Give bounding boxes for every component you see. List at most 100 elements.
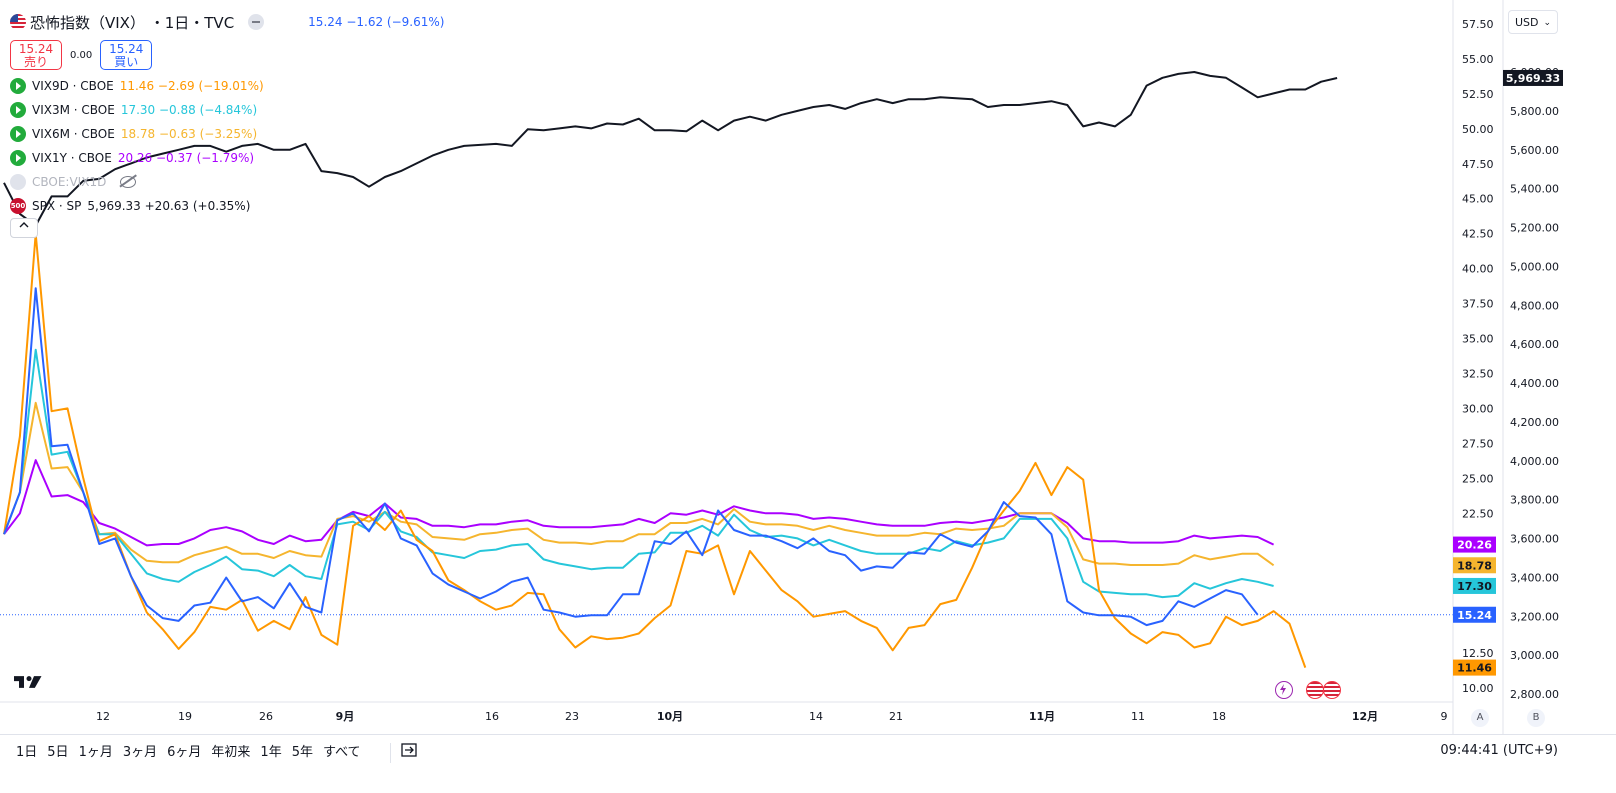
chart-header: 恐怖指数（VIX） ・1日・TVC 15.24 −1.62 (−9.61%) [10, 10, 444, 34]
spx-last-value-label: 5,969.33 [1503, 69, 1563, 86]
symbol-quote: 15.24 −1.62 (−9.61%) [308, 15, 445, 29]
legend-name: VIX9D · CBOE [32, 79, 114, 93]
last-value-label-bg [1453, 577, 1496, 594]
legend-values: 20.26 −0.37 (−1.79%) [117, 151, 255, 165]
left-axis-tick-label: 22.50 [1462, 507, 1494, 520]
last-value-label: 20.26 [1453, 536, 1496, 553]
left-axis-tick-label: 35.00 [1462, 333, 1494, 346]
right-axis-tick-label: 5,600.00 [1510, 144, 1559, 157]
legend-name: CBOE:VIX1D [32, 175, 107, 189]
right-axis-tick-label: 4,800.00 [1510, 299, 1559, 312]
legend-name: VIX3M · CBOE [32, 103, 115, 117]
chevron-down-icon: ⌄ [1543, 18, 1551, 28]
right-axis-tick-label: 4,600.00 [1510, 338, 1559, 351]
symbol-title[interactable]: 恐怖指数（VIX） ・1日・TVC [30, 13, 235, 32]
range-6m[interactable]: 6ヶ月 [167, 745, 202, 760]
legend-name: SPX · SP [32, 199, 82, 213]
left-axis-tick-label: 32.50 [1462, 367, 1494, 380]
series-line-vix6m [3, 401, 1275, 567]
last-value-label-bg [1453, 557, 1496, 574]
legend-row-vix9d[interactable]: VIX9D · CBOE 11.46 −2.69 (−19.01%) [10, 76, 264, 96]
time-tick-label: 10月 [657, 710, 683, 723]
time-tick-label: 12月 [1352, 710, 1378, 723]
minimize-icon[interactable] [248, 14, 265, 30]
buy-button[interactable]: 15.24 買い [100, 40, 153, 70]
symbol-icon [10, 174, 26, 190]
right-axis-tick-label: 3,800.00 [1510, 494, 1559, 507]
range-5y[interactable]: 5年 [291, 745, 313, 760]
time-tick-label: 12 [96, 710, 110, 723]
range-ytd[interactable]: 年初来 [211, 745, 251, 760]
us-event-icon[interactable] [1323, 681, 1341, 699]
spx-last-value-label-bg [1503, 69, 1563, 86]
legend-row-vix6m[interactable]: VIX6M · CBOE 18.78 −0.63 (−3.25%) [10, 124, 257, 144]
left-axis-tick-label: 57.50 [1462, 18, 1494, 31]
sell-label: 売り [23, 55, 48, 69]
time-tick-label: 9 [1441, 710, 1448, 723]
auto-scale-button[interactable]: A [1471, 709, 1489, 727]
time-tick-label: 16 [485, 710, 499, 723]
trade-panel: 15.24 売り 0.00 15.24 買い [10, 40, 153, 70]
left-axis-tick-label: 10.00 [1462, 682, 1494, 695]
left-axis-tick-label: 27.50 [1462, 437, 1494, 450]
right-axis-tick-label: 5,000.00 [1510, 260, 1559, 273]
legend-row-spx[interactable]: 500 SPX · SP 5,969.33 +20.63 (+0.35%) [10, 196, 250, 216]
last-value-labels: 20.26 18.78 17.30 15.24 11.46 5,969.33 [1453, 69, 1563, 676]
last-value-label-text: 20.26 [1457, 539, 1492, 552]
series-line-vix1y [3, 459, 1275, 547]
legend-row-vix1y[interactable]: VIX1Y · CBOE 20.26 −0.37 (−1.79%) [10, 148, 254, 168]
sell-button[interactable]: 15.24 売り [10, 40, 62, 70]
legend-values: 11.46 −2.69 (−19.01%) [119, 79, 264, 93]
right-axis-tick-label: 5,200.00 [1510, 222, 1559, 235]
right-axis-tick-label: 5,400.00 [1510, 183, 1559, 196]
last-value-label: 18.78 [1453, 557, 1496, 574]
range-3m[interactable]: 3ヶ月 [122, 745, 158, 760]
last-value-label-text: 11.46 [1457, 662, 1492, 675]
right-axis-tick-label: 3,200.00 [1510, 610, 1559, 623]
bottom-toolbar: 1日 5日 1ヶ月 3ヶ月 6ヶ月 年初来 1年 5年 すべて 09:44:41… [0, 734, 1616, 793]
legend-values: 5,969.33 +20.63 (+0.35%) [87, 199, 251, 213]
legend-values: 17.30 −0.88 (−4.84%) [120, 103, 258, 117]
time-tick-label: 14 [809, 710, 823, 723]
range-1m[interactable]: 1ヶ月 [78, 745, 113, 760]
lightning-event-icon[interactable] [1275, 681, 1293, 699]
last-value-label-bg [1453, 606, 1496, 623]
us-flag-icon [10, 14, 26, 30]
series-line-vix [3, 287, 1259, 627]
legend-row-vix1d[interactable]: CBOE:VIX1D [10, 172, 137, 192]
time-tick-label: 18 [1212, 710, 1226, 723]
clock[interactable]: 09:44:41 (UTC+9) [1440, 743, 1558, 758]
range-all[interactable]: すべて [322, 745, 361, 760]
us-event-icon[interactable] [1306, 681, 1324, 699]
last-value-label-bg [1453, 536, 1496, 553]
time-tick-label: 26 [259, 710, 273, 723]
legend-row-vix3m[interactable]: VIX3M · CBOE 17.30 −0.88 (−4.84%) [10, 100, 257, 120]
last-value-label: 11.46 [1453, 659, 1496, 676]
right-axis-tick-label: 3,600.00 [1510, 533, 1559, 546]
sell-price: 15.24 [18, 42, 54, 56]
range-1d[interactable]: 1日 [16, 745, 38, 760]
left-axis-tick-label: 55.00 [1462, 53, 1494, 66]
right-axis-tick-label: 4,400.00 [1510, 377, 1559, 390]
last-value-label: 15.24 [1453, 606, 1496, 623]
last-value-label-text: 18.78 [1457, 559, 1492, 572]
hidden-eye-icon[interactable] [120, 176, 137, 188]
time-axis: 12 19 26 9月 16 23 10月 14 21 11月 11 18 12月 9 [96, 710, 1448, 723]
left-axis-tick-label: 37.50 [1462, 298, 1494, 311]
right-axis-tick-label: 3,400.00 [1510, 571, 1559, 584]
left-axis-tick-label: 25.00 [1462, 472, 1494, 485]
range-1y[interactable]: 1年 [260, 745, 282, 760]
chevron-up-icon[interactable] [10, 218, 38, 238]
series-line-vix3m [3, 348, 1274, 599]
log-scale-button[interactable]: B [1527, 709, 1545, 727]
date-range-icon[interactable] [400, 741, 418, 759]
left-axis-tick-label: 12.50 [1462, 647, 1494, 660]
left-axis-tick-label: 40.00 [1462, 263, 1494, 276]
right-axis-tick-label: 5,800.00 [1510, 105, 1559, 118]
time-tick-label: 19 [178, 710, 192, 723]
currency-select[interactable]: USD ⌄ [1508, 10, 1558, 34]
range-5d[interactable]: 5日 [47, 745, 69, 760]
series-lines [3, 71, 1338, 668]
time-tick-label: 9月 [336, 710, 355, 723]
